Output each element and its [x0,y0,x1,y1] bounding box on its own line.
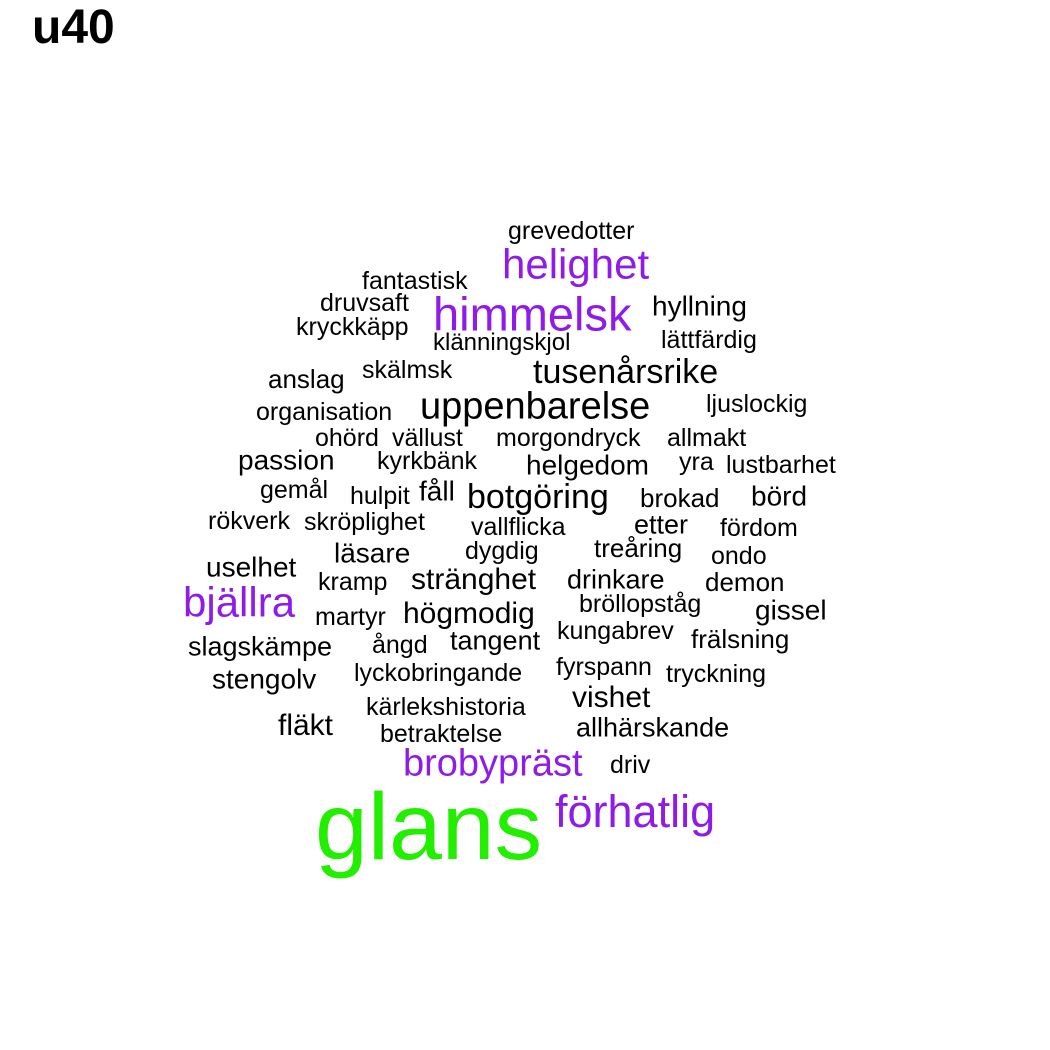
word-trearing: treåring [594,533,683,564]
word-ohord: ohörd [315,424,379,452]
word-brokad: brokad [640,483,720,514]
word-etter: etter [634,509,689,540]
word-rokverk: rökverk [208,507,290,535]
word-helighet: helighet [502,240,650,288]
word-fordom: fördom [720,514,798,542]
word-tusenarsrike: tusenårsrike [533,352,719,391]
word-allmakt: allmakt [667,424,747,452]
word-anslag: anslag [268,364,345,395]
word-fall: fåll [419,475,455,507]
word-brollopstag: bröllopståg [579,590,702,618]
word-organisation: organisation [256,398,393,426]
word-hyllning: hyllning [652,290,747,322]
word-kramp: kramp [318,568,388,596]
word-bjallra: bjällra [183,578,296,626]
word-helgedom: helgedom [526,449,649,481]
word-glans: glans [315,774,543,880]
word-uppenbarelse: uppenbarelse [420,385,651,428]
word-demon: demon [705,567,785,598]
word-klanningskjol: klänningskjol [433,328,571,356]
word-karlekshistoria: kärlekshistoria [366,693,526,721]
word-yra: yra [679,448,714,476]
word-hulpit: hulpit [350,482,410,510]
word-kyrkbank: kyrkbänk [377,447,478,475]
word-slagskampe: slagskämpe [188,631,333,662]
word-bord: börd [751,480,808,512]
word-druvsaft: druvsaft [320,289,409,317]
word-drinkare: drinkare [567,564,665,595]
word-uselhet: uselhet [206,551,297,583]
word-gemal: gemål [260,476,329,504]
word-hogmodig: högmodig [403,597,535,630]
word-kryckkapp: kryckkäpp [296,313,409,341]
word-grevedotter: grevedotter [508,217,635,245]
word-vishet: vishet [572,681,651,714]
word-dygdig: dygdig [465,537,539,565]
word-forhatlig: förhatlig [555,786,716,837]
word-betraktelse: betraktelse [380,720,503,748]
page-title: u40 [32,1,115,54]
word-fantastisk: fantastisk [362,267,468,295]
word-vallflicka: vallflicka [471,513,566,541]
word-driv: driv [610,751,651,779]
word-angd: ångd [372,631,428,659]
word-himmelsk: himmelsk [433,287,632,341]
word-brobyprast: brobypräst [403,742,583,785]
word-martyr: martyr [315,603,386,631]
word-ljuslockig: ljuslockig [706,390,808,418]
word-ondo: ondo [711,542,767,570]
word-stranghet: stränghet [411,563,537,596]
word-lattfardig: lättfärdig [661,326,757,354]
word-fralsning: frälsning [691,624,790,655]
word-morgondryck: morgondryck [496,424,641,452]
word-gissel: gissel [755,594,827,626]
word-lyckobringande: lyckobringande [354,659,523,687]
word-lasare: läsare [334,537,411,569]
word-flakt: fläkt [278,709,334,742]
word-allharskande: allhärskande [576,712,730,743]
word-tangent: tangent [450,625,541,656]
word-stengolv: stengolv [212,663,317,695]
word-tryckning: tryckning [666,660,767,688]
word-fyrspann: fyrspann [556,653,652,681]
word-botgoring: botgöring [467,477,609,516]
word-kungabrev: kungabrev [557,617,674,645]
word-lustbarhet: lustbarhet [726,451,836,479]
word-skalmsk: skälmsk [362,356,453,384]
word-skroplighet: skröplighet [304,508,425,536]
word-passion: passion [238,444,335,476]
word-vallust: vällust [392,424,463,452]
